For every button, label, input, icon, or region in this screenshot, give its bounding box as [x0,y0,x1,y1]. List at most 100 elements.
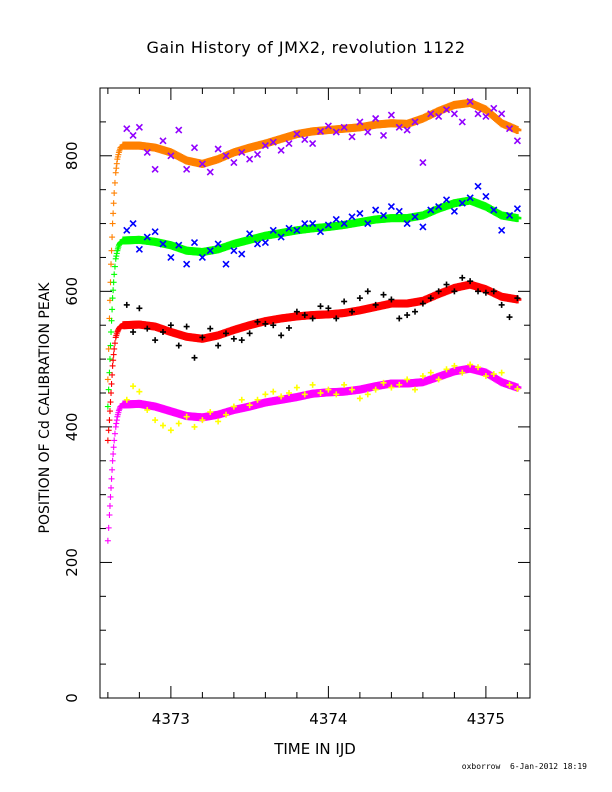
data-point [458,118,466,126]
data-point [190,144,199,152]
data-point [285,140,293,148]
data-point [277,233,285,241]
data-point [269,226,277,234]
data-point [152,417,159,424]
data-point [160,422,167,429]
data-point [333,391,340,398]
data-point [325,386,332,393]
data-point [246,155,254,163]
data-point [215,342,222,349]
data-point [215,418,222,425]
data-point [223,411,230,418]
data-point [317,390,324,396]
data-point [498,226,506,234]
data-point [467,278,474,285]
data-point [333,315,340,322]
data-point [356,118,364,126]
data-point [467,361,474,368]
data-point [435,112,443,121]
data-point [309,219,317,228]
data-point [222,260,230,268]
data-point [286,390,293,396]
data-point [396,315,403,322]
data-point [514,385,521,392]
data-point [324,122,332,130]
data-point [238,148,246,156]
data-point [175,126,183,134]
x-tick-label: 4373 [152,710,190,728]
data-point [435,203,443,211]
data-point [108,475,115,482]
data-point [111,263,118,270]
data-point [253,240,262,248]
data-point [270,388,277,395]
data-point [356,395,363,402]
data-point [109,362,116,369]
data-point [111,271,118,278]
y-tick-label: 200 [63,548,81,577]
data-point [364,288,371,295]
y-tick-label: 400 [63,413,81,442]
data-point [269,138,277,146]
data-point [498,110,506,118]
data-point [198,253,206,262]
data-point [105,345,112,352]
data-point [238,337,245,344]
data-point [107,342,114,349]
data-point [475,288,482,295]
data-point [183,323,190,330]
data-point [341,298,348,305]
data-point [167,427,174,434]
data-point [167,152,175,160]
data-point [278,393,285,400]
data-point [450,207,458,215]
data-point [387,111,395,119]
data-point [109,234,116,241]
data-point [404,376,411,383]
data-point [419,300,426,307]
data-point [167,253,175,262]
data-point [111,340,118,347]
data-point [278,332,285,339]
data-point [309,381,316,388]
data-point [104,537,111,544]
data-point [459,369,466,376]
data-point [110,210,117,217]
data-point [110,357,117,364]
data-point [286,324,293,331]
data-point [466,194,474,202]
data-point [109,306,116,313]
data-point [403,126,411,134]
data-point [238,396,245,403]
data-point [105,386,112,393]
chart-title: Gain History of JMX2, revolution 1122 [146,38,466,57]
data-point [388,384,395,391]
data-point [159,137,167,145]
data-point [403,219,411,228]
data-point [380,291,387,298]
data-point [199,334,206,341]
data-point [107,493,114,500]
data-point [175,342,182,349]
data-point [490,371,497,378]
data-point [199,417,206,424]
data-point [108,380,115,387]
data-point [412,386,419,393]
data-point [108,329,115,335]
data-point [108,484,115,491]
x-tick-label: 4374 [309,710,347,728]
data-point [316,228,325,236]
data-point [123,226,131,234]
data-point [108,317,115,324]
data-point [379,131,388,140]
data-point [427,369,434,376]
data-point [246,230,254,238]
data-point [435,376,442,383]
data-point [254,318,261,325]
data-point [111,437,118,444]
data-point [309,315,316,322]
data-point [490,206,498,214]
data-point [356,295,363,302]
data-point [505,125,514,133]
